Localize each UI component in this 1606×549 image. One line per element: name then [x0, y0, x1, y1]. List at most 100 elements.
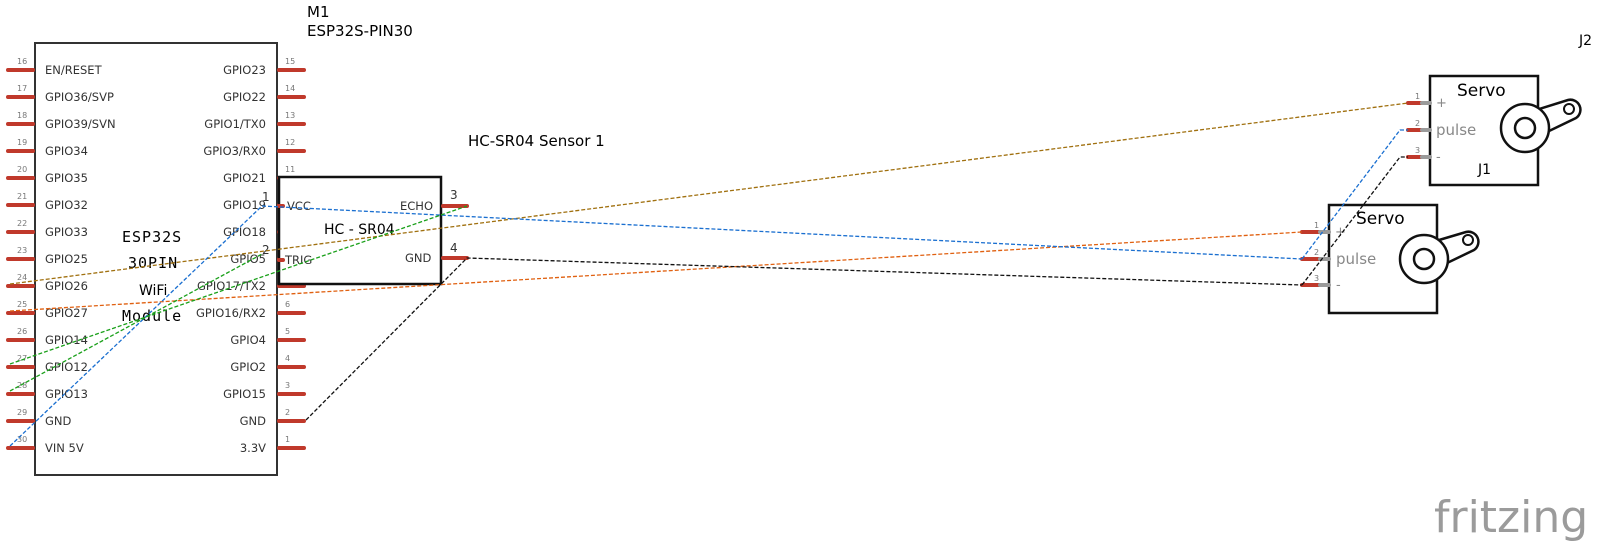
module-pin-number: 13: [285, 111, 295, 120]
module-pin-number: 22: [17, 219, 27, 228]
module-pin-number: 2: [285, 408, 290, 417]
servo-1-ref: J2: [1578, 33, 1592, 49]
module-pin-number: 15: [285, 57, 295, 66]
fritzing-logo: fritzing: [1434, 492, 1588, 543]
servo-1-pin-1-num: 1: [1415, 92, 1420, 101]
module-pin-number: 19: [17, 138, 27, 147]
module-pin-number: 6: [285, 300, 290, 309]
module-pin-label: GPIO26: [45, 279, 88, 293]
module-part: ESP32S-PIN30: [307, 22, 413, 40]
module-pin-number: 29: [17, 408, 27, 417]
wire-blue-servo[interactable]: [1301, 129, 1408, 260]
module-pin-number: 11: [285, 165, 295, 174]
module-pin-number: 20: [17, 165, 27, 174]
servo-1-title: Servo: [1457, 81, 1506, 101]
module-silk-2: 30PIN: [128, 254, 178, 272]
module-pin-label: GPIO32: [45, 198, 88, 212]
module-pin-number: 26: [17, 327, 27, 336]
sensor-pin-2-label: TRIG: [284, 253, 312, 267]
module-pin-number: 5: [285, 327, 290, 336]
servo-2-pin-3-num: 3: [1314, 274, 1319, 283]
sensor-pin-2-num: 2: [262, 243, 270, 257]
module-pin-number: 25: [17, 300, 27, 309]
module-pin-label: GPIO19: [223, 198, 266, 212]
module-pin-label: GPIO39/SVN: [45, 117, 116, 131]
module-pin-label: GPIO17/TX2: [197, 279, 266, 293]
module-pin-label: GPIO23: [223, 63, 266, 77]
module-pin-label: VIN 5V: [45, 441, 84, 455]
module-pin-label: GND: [45, 414, 72, 428]
servo-1-pin-1-label: +: [1436, 96, 1447, 111]
esp32-module[interactable]: M1 ESP32S-PIN30 16EN/RESET17GPIO36/SVP18…: [6, 3, 413, 476]
servo-1-pin-3-label: -: [1436, 150, 1441, 165]
wires: [9, 102, 1409, 447]
module-pin-number: 3: [285, 381, 290, 390]
module-pin-label: GPIO35: [45, 171, 88, 185]
module-pin-number: 27: [17, 354, 27, 363]
module-pin-number: 4: [285, 354, 290, 363]
module-pin-label: GPIO1/TX0: [204, 117, 266, 131]
wire-brown[interactable]: [9, 102, 1409, 285]
module-pin-label: GPIO4: [230, 333, 266, 347]
sensor-pin-1-num: 1: [262, 190, 270, 204]
module-pin-number: 1: [285, 435, 290, 444]
module-silk-1: ESP32S: [122, 228, 182, 246]
module-pin-number: 12: [285, 138, 295, 147]
hc-sr04-sensor[interactable]: HC-SR04 Sensor 1 HC - SR04 1 VCC 2 TRIG …: [262, 132, 605, 286]
sensor-pin-3-num: 3: [450, 188, 458, 202]
module-pin-number: 23: [17, 246, 27, 255]
wire-blue-vin[interactable]: [9, 205, 263, 447]
sensor-name: HC - SR04: [324, 222, 395, 238]
servo-1-label: J1: [1477, 162, 1491, 178]
module-pin-number: 30: [17, 435, 27, 444]
wire-green-1[interactable]: [9, 205, 468, 365]
sensor-pin-4-num: 4: [450, 241, 458, 255]
module-body: [34, 42, 278, 476]
module-pin-number: 17: [17, 84, 27, 93]
module-left-pins: 16 EN/RESET 17 GPIO36/SVP 18 GPIO39/SVN 19 GPIO…: [6, 57, 116, 455]
module-pin-label: GPIO5: [230, 252, 266, 266]
servo-2-pin-1-label: +: [1335, 225, 1346, 240]
wire-black-gnd[interactable]: [305, 257, 1303, 421]
module-pin-label: GPIO14: [45, 333, 88, 347]
module-pin-label: GPIO16/RX2: [196, 306, 266, 320]
servo-1-pin-2-num: 2: [1415, 119, 1420, 128]
sensor-title: HC-SR04 Sensor 1: [468, 132, 605, 150]
servo-2-title: Servo: [1356, 209, 1405, 229]
module-pin-label: 3.3V: [240, 441, 266, 455]
sensor-pin-4-label: GND: [405, 251, 432, 265]
module-pin-label: GPIO21: [223, 171, 266, 185]
module-pin-number: 18: [17, 111, 27, 120]
wire-blue-vcc[interactable]: [261, 205, 1303, 260]
module-pin-label: GPIO13: [45, 387, 88, 401]
servo-1-pin-2-label: pulse: [1436, 121, 1476, 139]
servo-2-pin-3-label: -: [1336, 278, 1341, 293]
module-pin-label: GPIO27: [45, 306, 88, 320]
sensor-pin-3-label: ECHO: [400, 199, 433, 213]
servo-2-pin-2-num: 2: [1314, 248, 1319, 257]
module-pin-label: GPIO12: [45, 360, 88, 374]
servo-2-pin-2-label: pulse: [1336, 250, 1376, 268]
sensor-pin-1-label: VCC: [287, 199, 311, 213]
sensor-body: [277, 175, 443, 286]
module-pin-label: GPIO15: [223, 387, 266, 401]
module-pin-number: 21: [17, 192, 27, 201]
servo-2[interactable]: Servo 1 + 2 pulse 3 -: [1300, 203, 1480, 315]
servo-1-pin-3-num: 3: [1415, 146, 1420, 155]
module-pin-number: 16: [17, 57, 27, 66]
module-pin-number: 24: [17, 273, 27, 282]
module-pin-label: GND: [240, 414, 267, 428]
servo-horn-icon: [1398, 230, 1480, 285]
module-pin-label: EN/RESET: [45, 63, 103, 77]
servo-2-pin-1-num: 1: [1314, 221, 1319, 230]
module-pin-label: GPIO18: [223, 225, 266, 239]
module-pin-label: GPIO25: [45, 252, 88, 266]
module-pin-label: GPIO3/RX0: [203, 144, 266, 158]
servo-1[interactable]: J2 Servo J1 1 + 2 pulse 3 -: [1406, 33, 1592, 187]
module-pin-label: GPIO34: [45, 144, 88, 158]
module-pin-label: GPIO36/SVP: [45, 90, 114, 104]
module-ref: M1: [307, 3, 330, 21]
module-pin-number: 28: [17, 381, 27, 390]
module-pin-label: GPIO33: [45, 225, 88, 239]
